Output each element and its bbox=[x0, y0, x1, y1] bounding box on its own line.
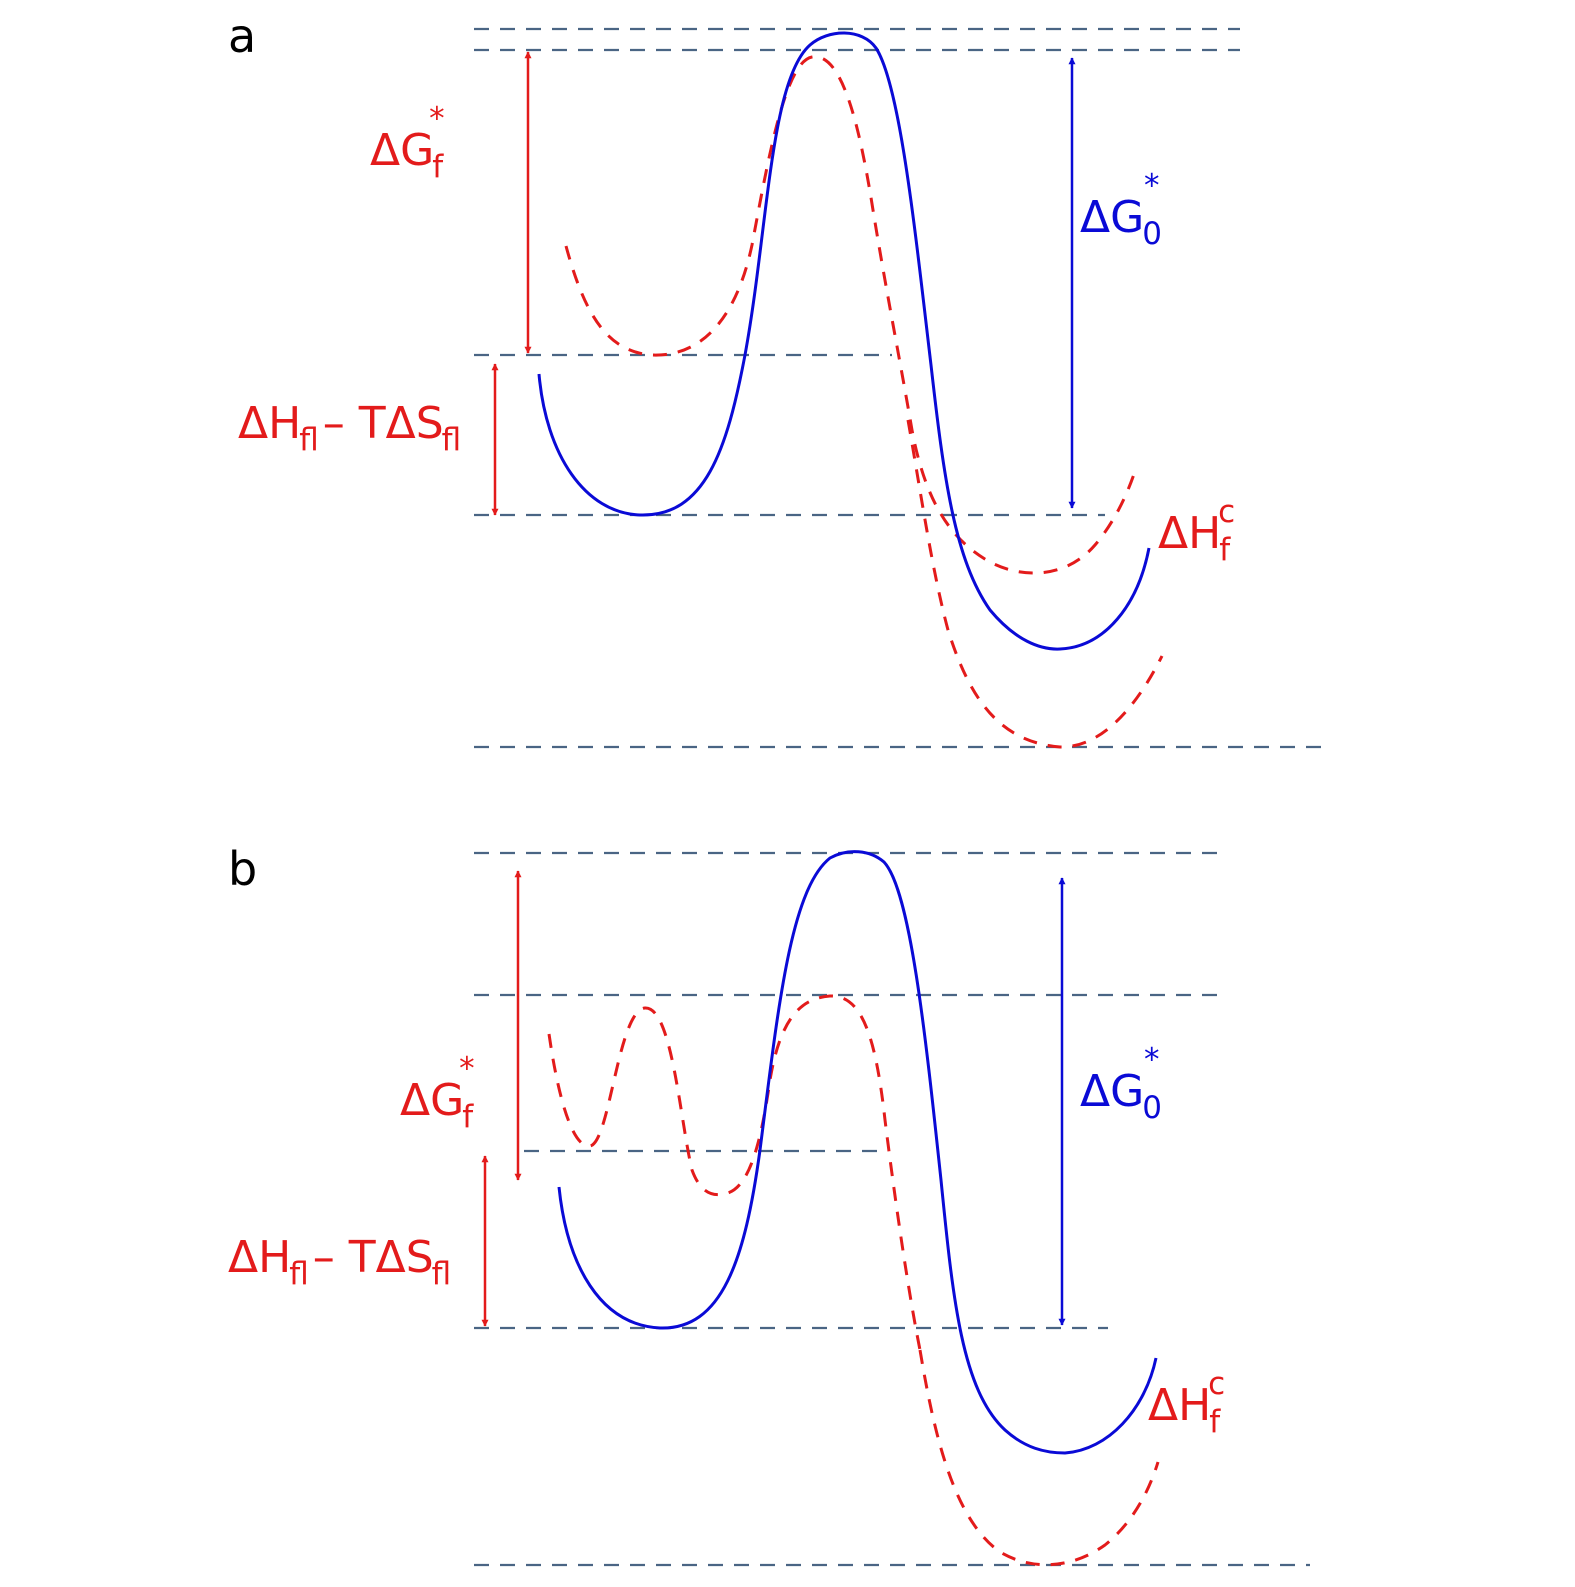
dashed-energy-curve-lower bbox=[918, 1349, 1160, 1567]
panel-letter-b: b bbox=[228, 842, 257, 896]
label-dG-f: ΔGf* bbox=[400, 1051, 475, 1135]
panel-letter-a: a bbox=[228, 9, 256, 63]
dashed-energy-curve-upper bbox=[564, 55, 1136, 575]
panel-b: b ΔGf* ΔHfl – TΔSfl ΔG0* ΔHfc bbox=[228, 842, 1310, 1567]
dashed-energy-curve-lower bbox=[906, 419, 1164, 749]
label-dG-f: ΔGf* bbox=[370, 101, 445, 185]
label-dH-TdS: ΔHfl – TΔSfl bbox=[228, 1232, 451, 1292]
solid-energy-curve bbox=[537, 31, 1151, 651]
label-dH-c: ΔHfc bbox=[1148, 1366, 1225, 1440]
label-dH-c: ΔHfc bbox=[1158, 494, 1235, 568]
panel-a: a ΔGf* ΔHfl – TΔSfl ΔG0* ΔHfc bbox=[228, 9, 1330, 749]
label-dH-TdS: ΔHfl – TΔSfl bbox=[238, 398, 461, 458]
label-dG-0: ΔG0* bbox=[1080, 168, 1162, 252]
dashed-energy-curve-upper bbox=[547, 994, 922, 1351]
label-dG-0: ΔG0* bbox=[1080, 1042, 1162, 1126]
solid-energy-curve bbox=[557, 850, 1158, 1455]
